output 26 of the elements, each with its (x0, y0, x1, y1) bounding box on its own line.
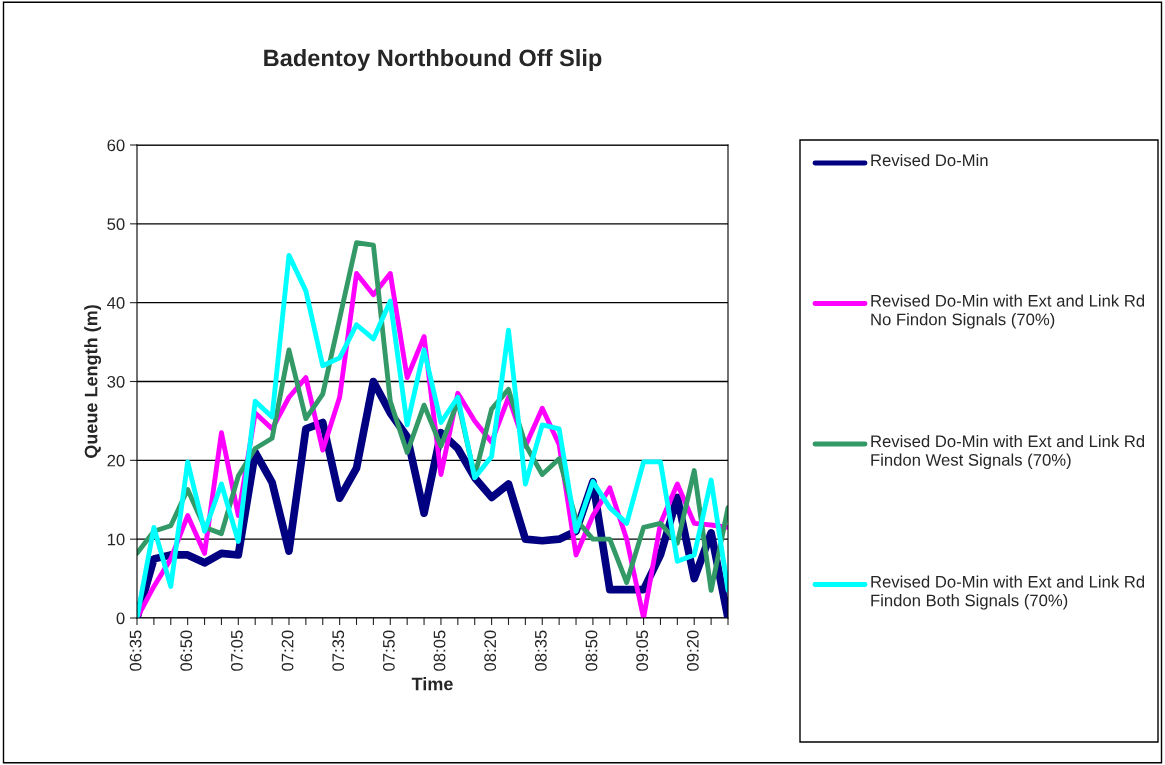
chart-title: Badentoy Northbound Off Slip (264, 49, 602, 71)
y-tick-label: 50 (107, 218, 125, 231)
x-tick-label: 09:05 (636, 630, 649, 671)
x-tick-label: 07:20 (281, 630, 294, 671)
x-tick-label: 08:50 (585, 630, 598, 671)
y-tick-label: 60 (107, 139, 125, 152)
y-tick-label: 20 (107, 454, 125, 467)
legend-label: Revised Do-Min with Ext and Link Rd Findon Both Signals (70%) (871, 575, 1145, 610)
x-axis-title: Time (411, 677, 453, 691)
legend-label: Revised Do-Min with Ext and Link Rd No Findon Signals (70%) (871, 294, 1145, 329)
y-tick-label: 30 (107, 375, 125, 388)
x-tick-label: 08:05 (433, 630, 446, 671)
x-tick-label: 07:50 (382, 630, 395, 671)
x-tick-label: 06:35 (129, 630, 142, 671)
x-tick-label: 07:05 (230, 630, 243, 671)
legend-label: Revised Do-Min (871, 154, 988, 167)
y-tick-label: 40 (107, 297, 125, 309)
x-tick-label: 08:20 (484, 630, 497, 671)
x-tick-label: 08:35 (534, 630, 547, 671)
x-tick-label: 09:20 (686, 630, 699, 671)
x-tick-label: 07:35 (332, 630, 345, 671)
y-tick-label: 10 (107, 533, 125, 546)
x-tick-label: 06:50 (180, 630, 193, 671)
y-tick-label: 0 (116, 612, 125, 625)
legend-label: Revised Do-Min with Ext and Link Rd Findon West Signals (70%) (871, 435, 1145, 470)
y-axis-title: Queue Length (m) (84, 305, 102, 458)
